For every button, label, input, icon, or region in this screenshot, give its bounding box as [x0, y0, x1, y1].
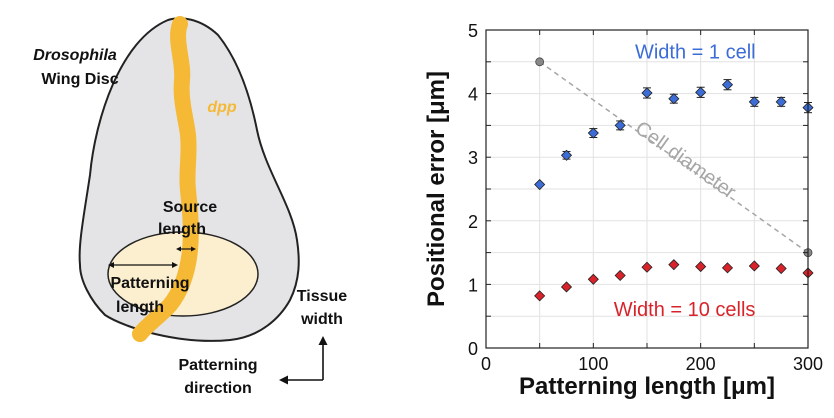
data-point-series-1: [748, 260, 760, 272]
grid: [486, 30, 808, 348]
series-label-width-1: Width = 1 cell: [635, 42, 756, 64]
patterning-label-line2: length: [116, 299, 164, 316]
source-label-line1: Source: [163, 199, 217, 216]
patterning-label-line1: Patterning: [110, 275, 189, 292]
dpp-label: dpp: [207, 99, 237, 116]
data-point-series-0: [748, 96, 760, 108]
x-tick-label: 200: [686, 354, 716, 374]
data-point-series-0: [560, 149, 573, 161]
data-point-series-1: [641, 261, 653, 273]
diagram-title: Wing Disc: [41, 71, 118, 88]
source-length-arrow: [176, 246, 196, 252]
data-point-series-1: [721, 262, 734, 274]
x-tick-label: 100: [578, 354, 608, 374]
direction-label-line1: Patterning: [178, 357, 257, 374]
ticks: 0 100 200 300 0 1 2 3 4 5: [468, 21, 823, 374]
data-point-series-0: [534, 178, 546, 191]
data-point-series-1: [668, 259, 680, 271]
y-tick-label: 0: [468, 339, 478, 359]
direction-label-line2: direction: [184, 380, 252, 397]
y-tick-label: 2: [468, 212, 478, 232]
y-tick-label: 1: [468, 275, 478, 295]
direction-axes-icon: [279, 336, 328, 385]
tissue-label-line2: width: [300, 311, 343, 328]
x-tick-label: 300: [793, 354, 823, 374]
diagram-title-italic: Drosophila: [33, 47, 117, 64]
y-axis-label: Positional error [μm]: [423, 71, 450, 307]
data-point-series-0: [775, 96, 787, 108]
data-point-series-1: [534, 290, 546, 302]
y-tick-label: 4: [468, 85, 478, 105]
data-point-series-0: [587, 127, 599, 139]
data-marks: [534, 79, 814, 302]
data-point-series-0: [695, 86, 707, 98]
data-point-series-1: [775, 262, 787, 275]
data-point-series-1: [560, 281, 573, 293]
data-point-series-0: [721, 79, 734, 91]
data-point-series-0: [614, 119, 626, 131]
data-point-series-1: [695, 261, 707, 273]
cell-diameter-endpoint: [535, 57, 545, 67]
patterning-length-arrow: [108, 262, 178, 268]
source-label-line2: length: [158, 221, 206, 238]
x-axis-label: Patterning length [μm]: [519, 373, 775, 400]
tissue-label-line1: Tissue: [297, 288, 348, 305]
data-point-series-0: [641, 87, 653, 99]
y-tick-label: 3: [468, 148, 478, 168]
series-label-width-10: Width = 10 cells: [614, 299, 756, 321]
data-point-series-0: [668, 93, 680, 105]
dpp-stripe: [132, 16, 199, 342]
y-tick-label: 5: [468, 21, 478, 41]
cell-diameter-line: [539, 61, 809, 254]
x-tick-label: 0: [481, 354, 491, 374]
data-point-series-1: [587, 273, 599, 285]
wing-disc-diagram: Drosophila Wing Disc dpp Source length P…: [33, 16, 348, 397]
data-point-series-1: [614, 269, 626, 282]
